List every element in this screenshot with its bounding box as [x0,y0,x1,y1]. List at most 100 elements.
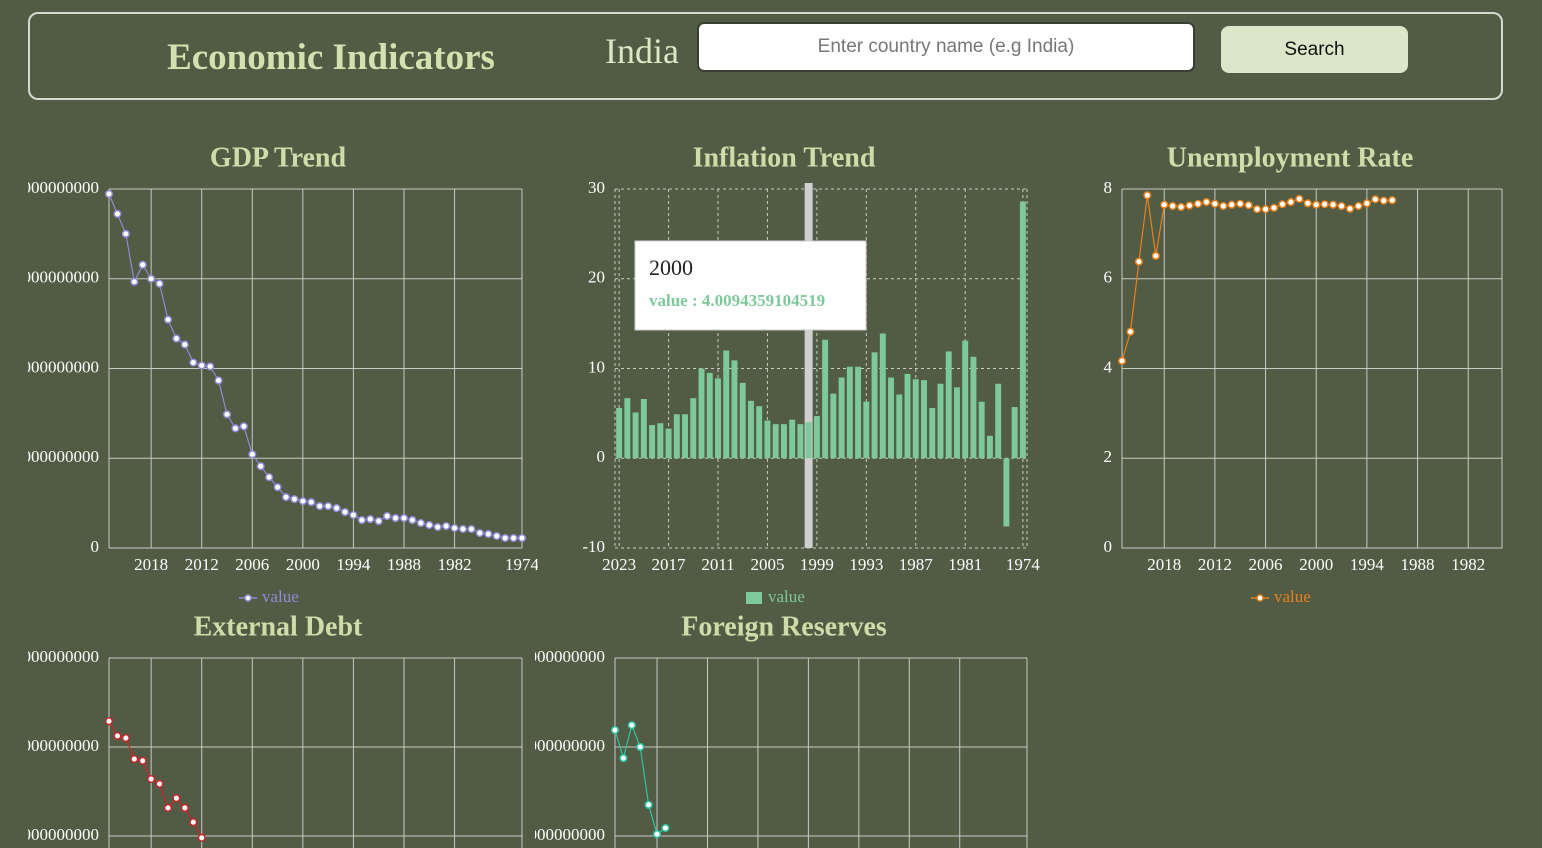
point [425,521,434,530]
y-tick-label: 600000000000 [535,736,605,755]
point [652,830,662,839]
point [517,533,527,543]
point [172,794,181,803]
bar [871,352,878,459]
point [1151,251,1160,260]
point [644,800,653,809]
point [1362,199,1371,208]
point [1168,202,1177,211]
bar [904,373,911,459]
point [163,803,173,813]
y-tick-label: 3600000000000 [28,178,99,197]
point [248,450,257,459]
bar [764,420,771,459]
x-tick-label: 2000 [1299,555,1333,574]
point [408,516,417,525]
point [155,279,164,288]
bar [682,414,689,459]
x-tick-label: 2000 [286,555,320,574]
bar [929,407,936,459]
x-tick-label: 1982 [438,555,472,574]
chart-panel: External Debt 400000000000 600000000000 800… [28,611,523,848]
bar [830,393,837,459]
search-input[interactable]: Enter country name (e.g India) [697,22,1195,72]
y-tick-label: 0 [1104,537,1113,556]
point [383,512,392,521]
bar [995,383,1002,459]
point [239,422,248,431]
bar [805,422,812,459]
tooltip-text: value : 4.0094359104519 [649,291,825,310]
bar [640,399,647,459]
y-tick-label: 20 [588,268,605,287]
bar [723,350,730,459]
tooltip-title: 2000 [649,255,693,280]
y-tick-label: 800000000000 [535,647,605,666]
bar [1019,201,1026,459]
app-title: Economic Indicators [167,37,495,78]
point [1379,196,1388,205]
point [391,514,400,523]
point [315,502,324,511]
point [180,803,189,813]
bar [945,351,952,459]
x-tick-label: 1993 [849,555,883,574]
point [458,525,468,534]
point [349,511,358,520]
point [290,495,299,504]
legend-label: value [768,587,805,606]
point [475,528,484,538]
bar [747,400,754,459]
point [1312,200,1321,209]
point [450,524,459,533]
point [619,754,628,763]
chart-panel: Inflation Trend -10 0 10 20 30 2023 2017 2011 200… [582,142,1041,606]
point [163,315,173,324]
bar [978,401,985,459]
y-tick-label: 0 [91,537,100,556]
bar [706,372,713,459]
bar [1011,407,1018,459]
point [273,483,282,492]
bar [953,387,960,459]
bar [624,398,631,459]
point [189,818,198,827]
chart-title: Inflation Trend [693,142,876,173]
x-tick-label: 1981 [948,555,982,574]
bar [838,377,845,459]
chart-panel: Unemployment Rate 0 2 4 6 8 2018 2012 2006 2000 19… [1104,142,1503,606]
bar [665,428,672,459]
y-tick-label: 0 [597,447,606,466]
bar [1003,458,1010,527]
search-button[interactable]: Search [1221,26,1408,73]
x-tick-label: 1999 [800,555,834,574]
point [1227,200,1236,209]
line [614,723,666,836]
point [172,334,181,343]
x-tick-label: 1974 [505,555,538,574]
point [1126,327,1135,336]
bar [789,419,796,459]
point [610,726,620,735]
point [281,493,291,502]
point [197,833,206,842]
point [307,498,316,507]
point [357,516,366,525]
hover-shadow [804,183,813,548]
x-tick-label: 1994 [336,555,371,574]
point [442,522,451,531]
point [147,274,156,283]
point [222,410,232,419]
point [627,721,636,730]
point [130,754,139,764]
point [256,462,265,471]
x-tick-label: 1988 [387,555,421,574]
point [113,731,122,740]
point [1117,356,1127,365]
y-tick-label: 400000000000 [535,825,605,844]
legend-swatch [1256,594,1264,602]
bar [855,366,862,459]
x-tick-label: 1974 [1006,555,1041,574]
point [1269,203,1279,212]
